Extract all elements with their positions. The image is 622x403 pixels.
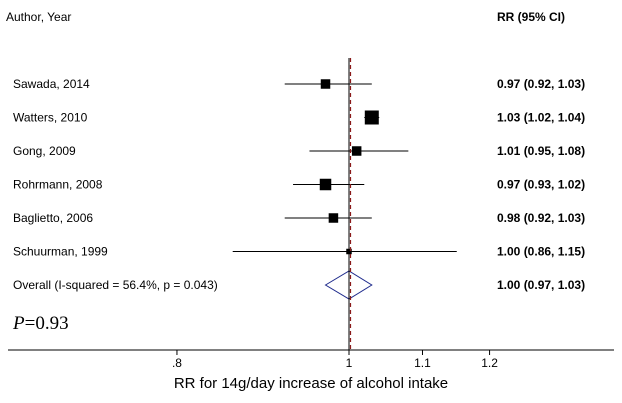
study-label: Baglietto, 2006 [13,211,93,225]
x-tick-label: 1.2 [481,356,498,370]
p-value-annotation: P=0.93 [12,313,69,334]
overall-label: Overall (I-squared = 56.4%, p = 0.043) [13,278,218,292]
point-estimate-marker [319,178,332,191]
study-label: Watters, 2010 [13,111,88,125]
overall-diamond [324,270,373,300]
x-axis-ticks: .8 1 1.1 1.2 [172,350,498,370]
point-estimate-marker [328,213,339,223]
study-label: Gong, 2009 [13,144,76,158]
x-axis-label: RR for 14g/day increase of alcohol intak… [174,375,448,392]
rr-ci-value: 1.03 (1.02, 1.04) [497,111,585,125]
rr-ci-value: 0.98 (0.92, 1.03) [497,211,585,225]
point-estimate-marker [320,79,331,89]
study-label: Schuurman, 1999 [13,245,108,259]
study-label: Rohrmann, 2008 [13,178,103,192]
p-value-text: =0.93 [25,313,69,334]
study-column-header: Author, Year [6,10,71,24]
p-value-symbol: P [12,313,25,334]
rr-ci-value: 1.00 (0.86, 1.15) [497,245,585,259]
x-tick-label: 1 [346,356,353,370]
point-estimate-marker [364,110,379,125]
study-rows: Sawada, 2014 0.97 (0.92, 1.03) Watters, 20… [13,77,585,300]
rr-ci-value: 0.97 (0.92, 1.03) [497,77,585,91]
point-estimate-marker [351,146,362,156]
x-tick-label: .8 [172,356,182,370]
study-label: Sawada, 2014 [13,77,90,91]
x-tick-label: 1.1 [414,356,431,370]
overall-rr-ci-value: 1.00 (0.97, 1.03) [497,278,585,292]
rr-ci-value: 0.97 (0.93, 1.02) [497,178,585,192]
rr-ci-value: 1.01 (0.95, 1.08) [497,144,585,158]
rr-column-header: RR (95% CI) [497,10,565,24]
